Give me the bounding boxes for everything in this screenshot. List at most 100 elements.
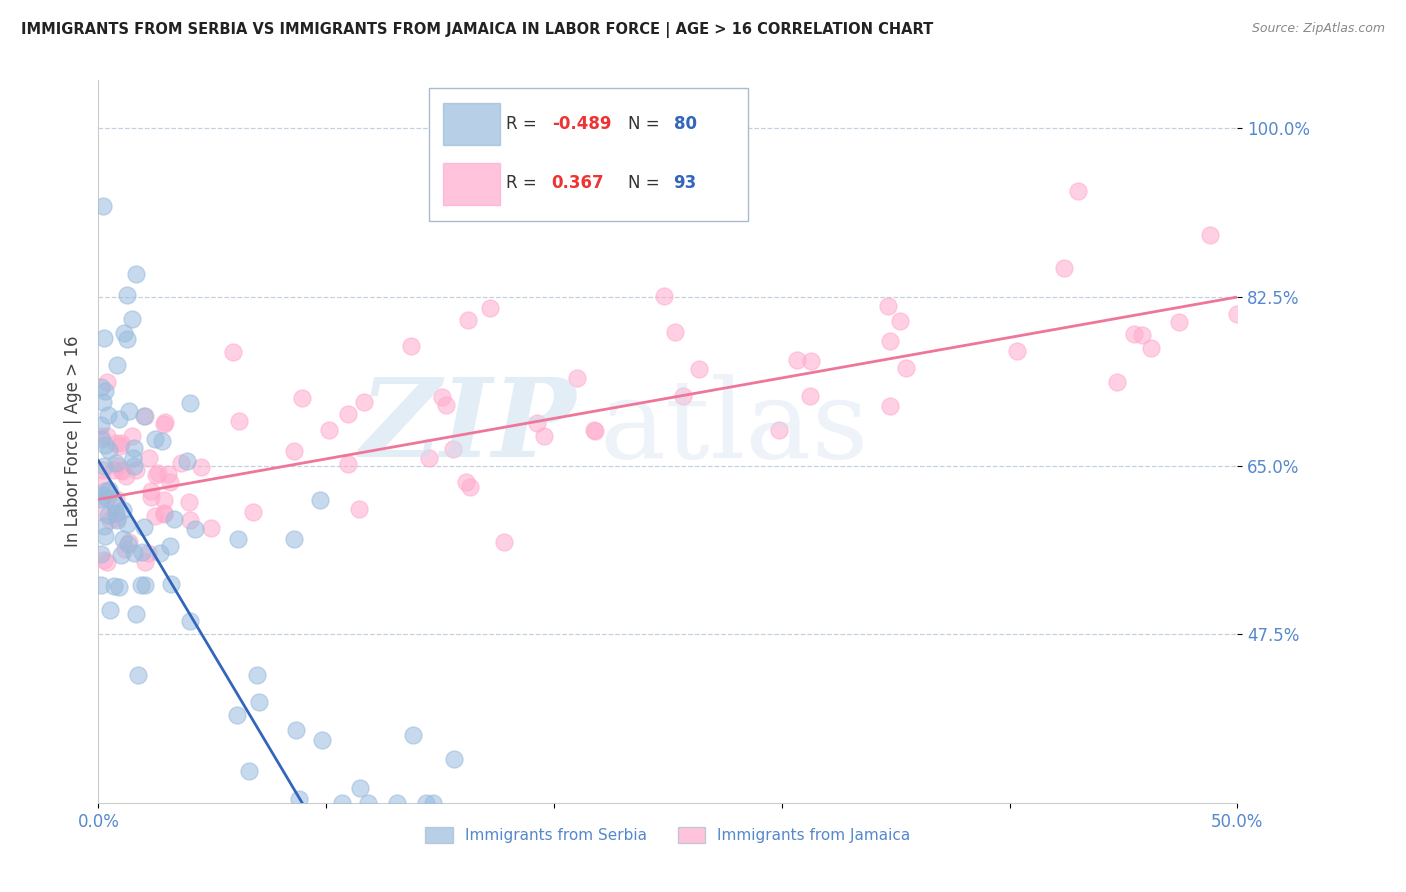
Point: [652, 289, 675, 303]
Point: [385, 796, 408, 810]
Point: [134, 578, 156, 592]
Point: [98, 603, 121, 617]
Point: [179, 615, 201, 629]
Point: [127, 668, 149, 682]
Point: [422, 796, 444, 810]
Point: [105, 435, 128, 450]
Point: [357, 796, 380, 810]
Text: IMMIGRANTS FROM SERBIA VS IMMIGRANTS FROM JAMAICA IN LABOR FORCE | AGE > 16 CORR: IMMIGRANTS FROM SERBIA VS IMMIGRANTS FRO…: [21, 22, 934, 38]
Point: [1067, 184, 1090, 198]
Point: [143, 508, 166, 523]
Point: [90, 432, 112, 446]
Point: [129, 578, 152, 592]
Point: [1226, 307, 1249, 321]
Point: [242, 505, 264, 519]
Point: [349, 781, 371, 796]
Point: [91, 477, 114, 491]
Point: [115, 469, 138, 483]
Point: [460, 480, 482, 494]
Point: [94, 484, 117, 499]
Point: [104, 506, 127, 520]
Point: [134, 555, 156, 569]
Point: [311, 733, 333, 747]
Point: [96, 408, 118, 422]
Text: Source: ZipAtlas.com: Source: ZipAtlas.com: [1251, 22, 1385, 36]
Point: [1168, 315, 1191, 329]
Point: [90, 418, 112, 433]
Point: [688, 361, 710, 376]
Point: [125, 607, 148, 621]
Point: [132, 520, 155, 534]
Point: [148, 466, 170, 480]
Point: [100, 513, 122, 527]
Point: [96, 491, 118, 505]
Point: [1005, 344, 1028, 359]
Point: [432, 390, 454, 404]
Point: [288, 792, 311, 806]
Point: [115, 517, 138, 532]
Point: [153, 492, 176, 507]
Text: 93: 93: [673, 174, 697, 192]
Point: [179, 396, 201, 410]
Point: [153, 415, 176, 429]
Text: -0.489: -0.489: [551, 115, 612, 133]
Point: [457, 313, 479, 327]
Point: [222, 344, 245, 359]
Point: [104, 498, 127, 512]
Point: [122, 546, 145, 560]
Point: [879, 334, 901, 349]
Y-axis label: In Labor Force | Age > 16: In Labor Force | Age > 16: [63, 335, 82, 548]
Text: ZIP: ZIP: [360, 374, 576, 481]
Point: [179, 513, 201, 527]
Point: [90, 505, 112, 519]
Point: [247, 695, 270, 709]
Point: [143, 432, 166, 446]
Point: [145, 468, 167, 483]
Point: [108, 412, 131, 426]
Point: [1052, 261, 1074, 276]
Point: [114, 541, 136, 556]
Point: [443, 752, 465, 766]
Point: [153, 506, 176, 520]
Point: [138, 450, 160, 465]
Point: [110, 548, 132, 562]
Point: [799, 389, 821, 403]
Point: [91, 394, 114, 409]
Point: [110, 463, 132, 477]
Point: [96, 555, 118, 569]
Legend: Immigrants from Serbia, Immigrants from Jamaica: Immigrants from Serbia, Immigrants from …: [419, 822, 917, 849]
Point: [567, 371, 589, 385]
Point: [90, 380, 112, 394]
Point: [94, 438, 117, 452]
Point: [91, 463, 114, 477]
Point: [330, 796, 353, 810]
Point: [105, 511, 128, 525]
Point: [93, 519, 115, 533]
Point: [582, 424, 605, 438]
Point: [103, 463, 125, 477]
Text: atlas: atlas: [599, 374, 869, 481]
Point: [664, 326, 686, 340]
Point: [105, 359, 128, 373]
Point: [97, 442, 120, 457]
Point: [103, 579, 125, 593]
Point: [786, 352, 808, 367]
Point: [672, 388, 695, 402]
Point: [159, 539, 181, 553]
Point: [125, 267, 148, 281]
Point: [118, 534, 141, 549]
Point: [526, 416, 548, 430]
Point: [402, 728, 425, 742]
Point: [401, 339, 423, 353]
Point: [159, 475, 181, 489]
Point: [153, 507, 176, 521]
Point: [93, 553, 115, 567]
Point: [139, 490, 162, 504]
Point: [533, 429, 555, 443]
Point: [110, 439, 132, 453]
Text: 80: 80: [673, 115, 696, 133]
Point: [876, 299, 898, 313]
Point: [160, 577, 183, 591]
Point: [238, 764, 260, 779]
Point: [283, 444, 305, 458]
